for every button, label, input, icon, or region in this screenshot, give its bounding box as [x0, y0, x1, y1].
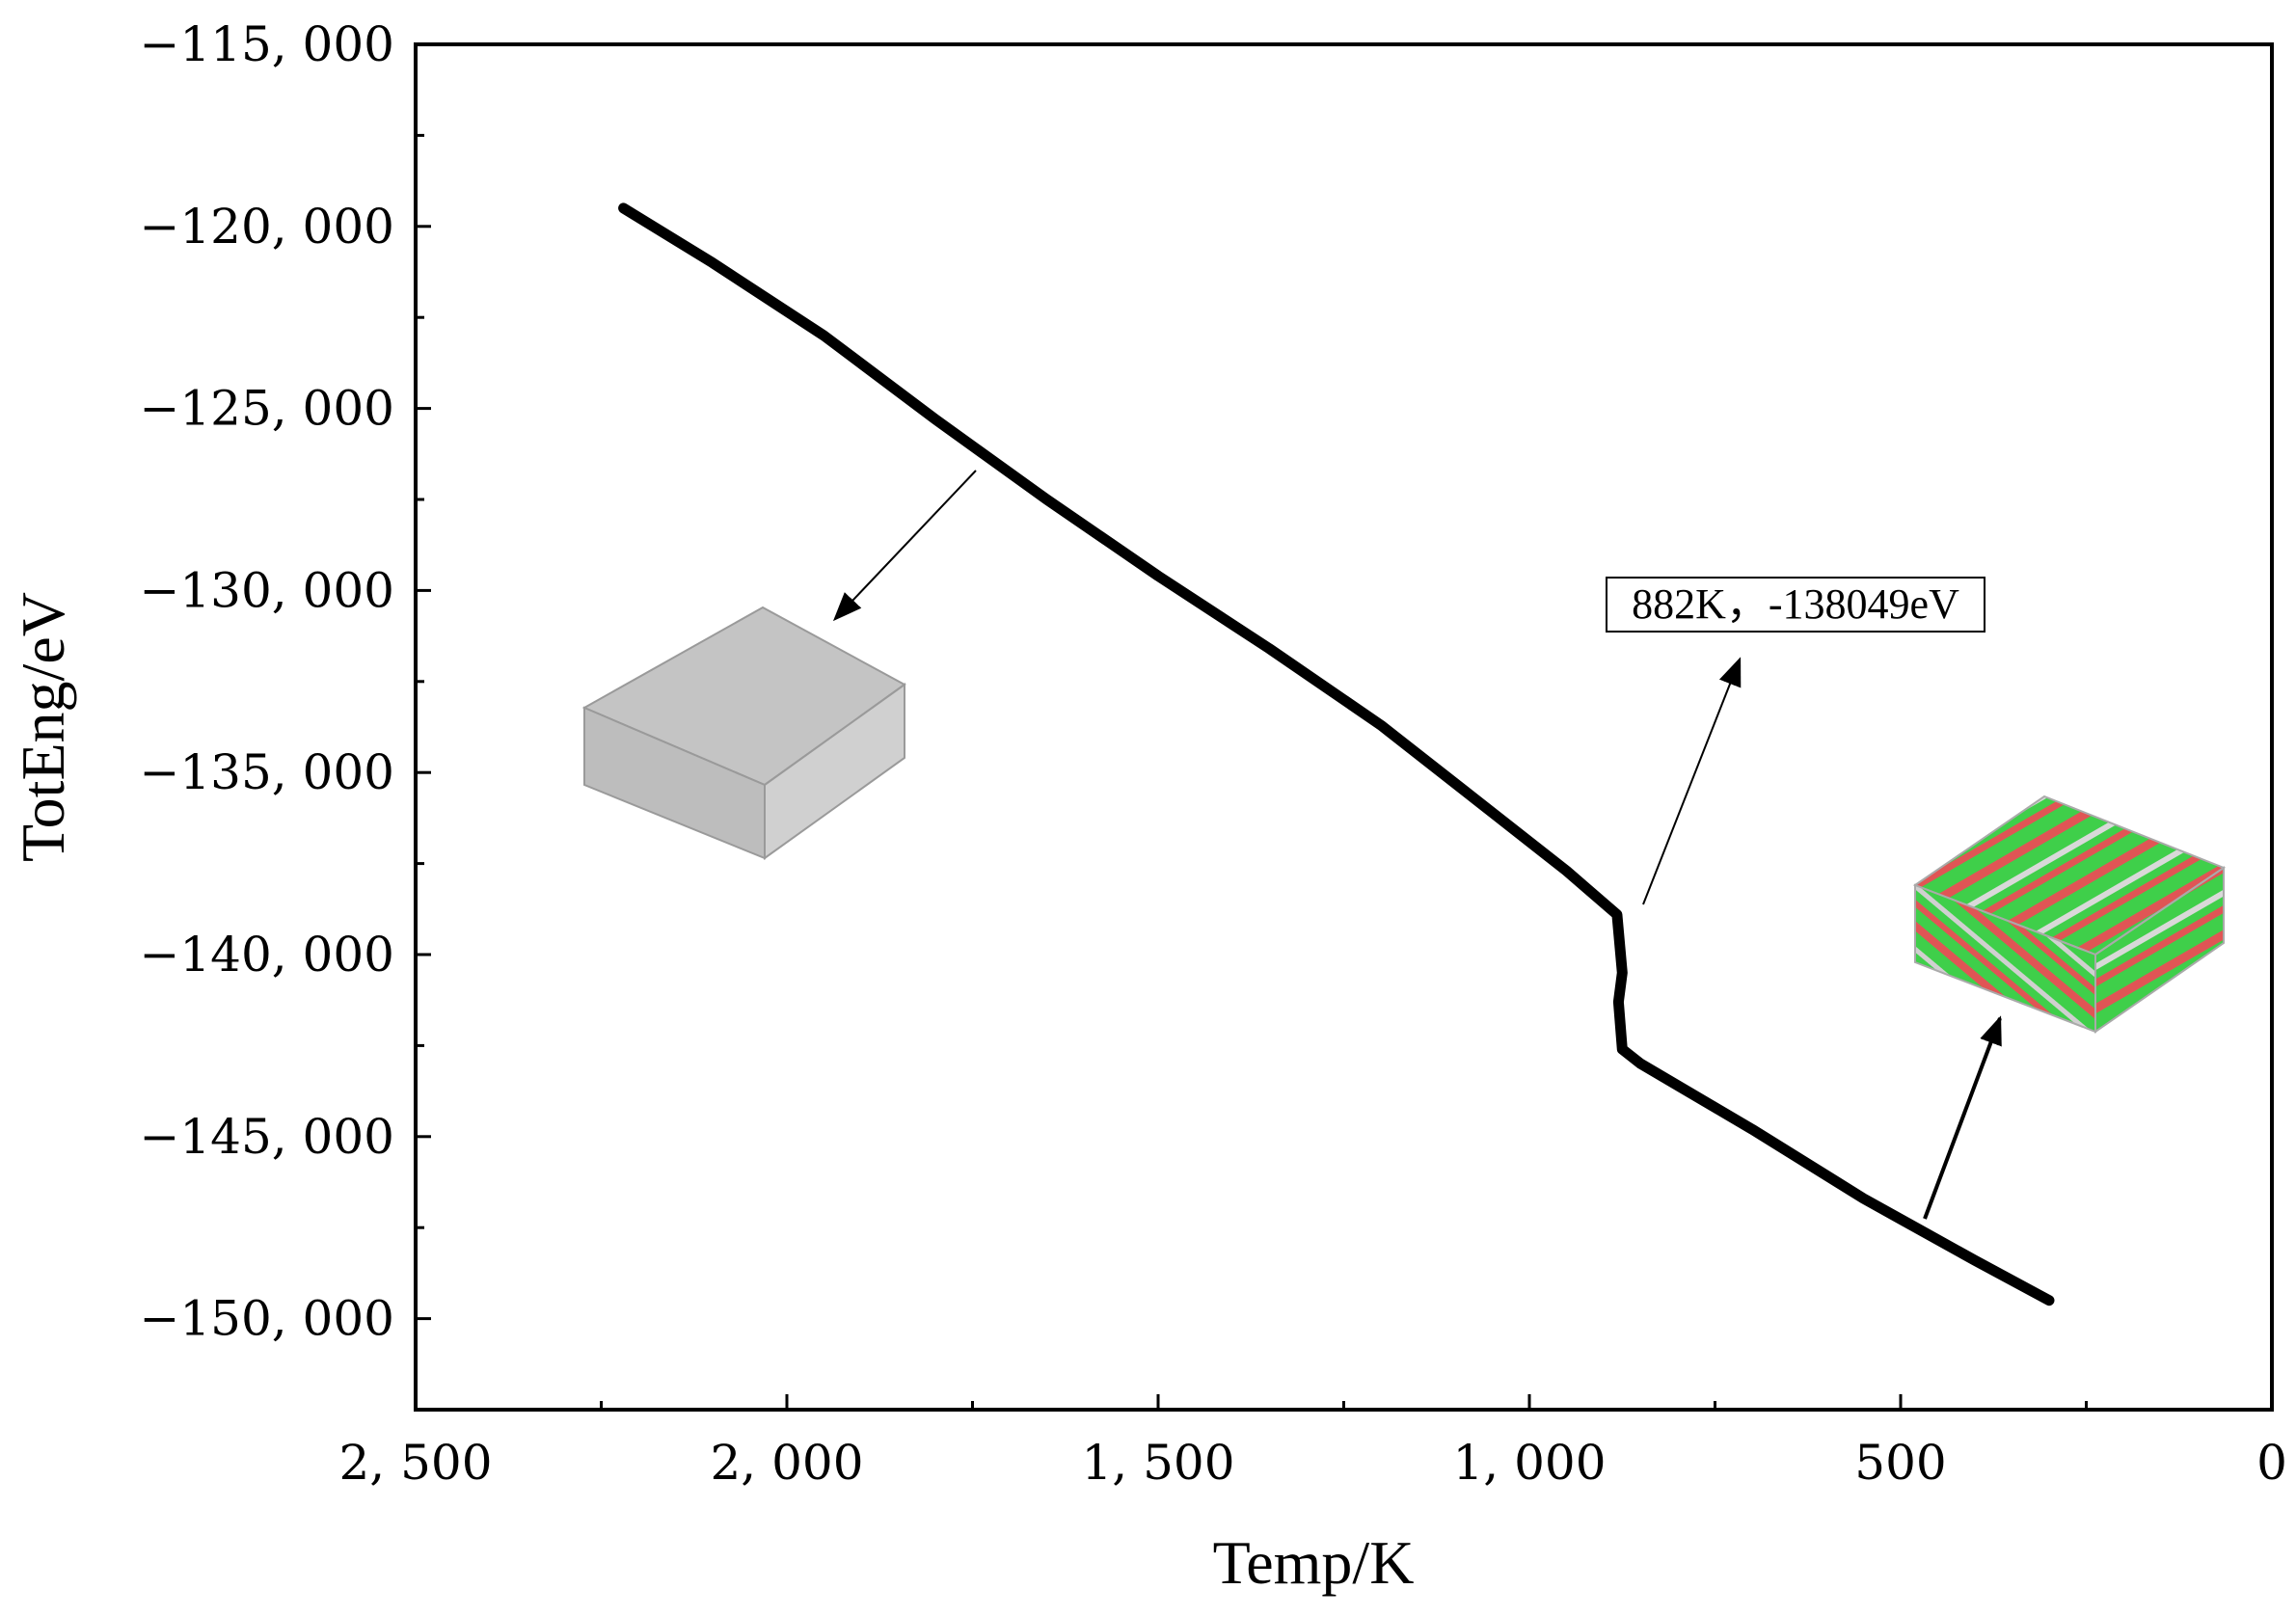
x-axis-label: Temp/K [1213, 1528, 1415, 1597]
series-point [820, 332, 828, 340]
y-tick-label: −150, 000 [139, 1291, 394, 1347]
series-point [2045, 1296, 2053, 1305]
annotation-label: 882K，-138049eV [1632, 580, 1959, 628]
y-axis-ticks: −115, 000 −120, 000 −125, 000 −130, 000 −135… [139, 16, 431, 1412]
x-tick-label: 2, 000 [710, 1435, 863, 1491]
x-tick-label: 2, 500 [338, 1435, 492, 1491]
series-point [1614, 998, 1623, 1007]
arrow-to-crystal-box [1923, 1015, 2002, 1220]
arrow-to-amorphous-box [832, 470, 977, 622]
series-layer [618, 202, 2055, 1306]
annotation-box: 882K，-138049eV [1606, 577, 1985, 633]
series-point [1377, 721, 1385, 730]
y-tick-label: −125, 000 [139, 381, 394, 437]
crystal-box-icon [1912, 795, 2227, 1034]
series-point [932, 415, 939, 423]
series-point [1154, 572, 1162, 580]
y-tick-label: −115, 000 [139, 16, 394, 72]
series-point [1562, 867, 1571, 875]
series-point [1748, 1125, 1756, 1134]
series-point [1618, 968, 1627, 977]
series-point [619, 203, 628, 212]
x-axis-ticks: 2, 500 2, 000 1, 500 1, 000 500 0 [338, 1394, 2287, 1491]
series-point [709, 258, 716, 267]
series-point [1042, 496, 1051, 503]
series-point [1971, 1256, 1979, 1265]
series-point [1265, 644, 1274, 653]
y-tick-label: −120, 000 [139, 199, 394, 255]
x-tick-label: 1, 500 [1081, 1435, 1234, 1491]
series-point [1618, 1045, 1627, 1054]
y-axis-label: TotEng/eV [9, 592, 77, 862]
series-point [1612, 910, 1621, 919]
amorphous-box-icon [581, 606, 906, 860]
arrow-to-annotation [1642, 657, 1742, 905]
y-tick-label: −130, 000 [139, 562, 394, 618]
series-point [1859, 1195, 1868, 1202]
y-tick-label: −135, 000 [139, 744, 394, 800]
x-tick-label: 1, 000 [1452, 1435, 1606, 1491]
x-tick-label: 500 [1854, 1435, 1946, 1491]
y-tick-label: −145, 000 [139, 1109, 394, 1165]
series-point [1636, 1060, 1645, 1068]
x-tick-label: 0 [2256, 1435, 2287, 1491]
series-point [1488, 808, 1497, 817]
y-tick-label: −140, 000 [139, 927, 394, 983]
